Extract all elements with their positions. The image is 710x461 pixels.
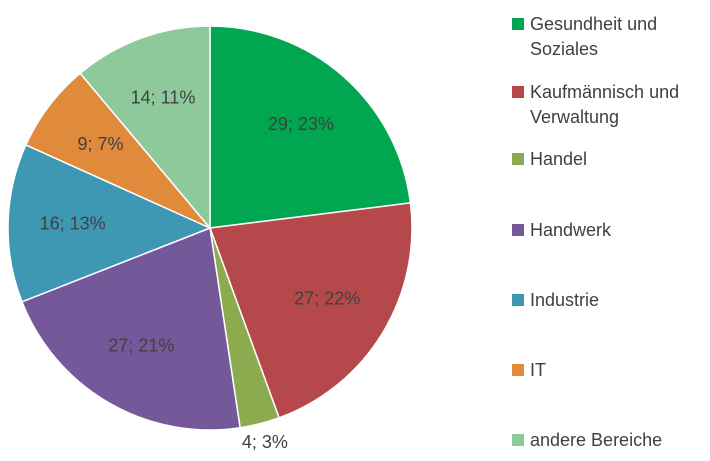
legend-swatch: [512, 434, 524, 446]
pie-slice: [20, 226, 241, 431]
data-label: 27; 21%: [108, 336, 174, 356]
legend-swatch: [512, 294, 524, 306]
legend-item: Gesundheit und Soziales: [512, 12, 708, 62]
legend-label: Handwerk: [530, 220, 612, 240]
legend-label: IT: [530, 360, 546, 380]
data-label: 14; 11%: [131, 88, 196, 108]
legend-item: IT: [512, 358, 708, 383]
legend-label: Industrie: [530, 290, 600, 310]
legend-item: Kaufmännisch und Verwaltung: [512, 80, 708, 130]
legend-item: Industrie: [512, 288, 708, 313]
legend-item: Handel: [512, 147, 708, 172]
legend-label: andere Bereiche: [530, 430, 663, 450]
pie-slice: [79, 25, 211, 231]
pie-slice: [209, 25, 412, 229]
pie-slice: [7, 143, 212, 303]
legend-swatch: [512, 364, 524, 376]
legend-item: Handwerk: [512, 218, 708, 243]
pie-slice: [208, 202, 413, 419]
data-label: 27; 22%: [294, 288, 360, 308]
legend-swatch: [512, 18, 524, 30]
data-label: 9; 7%: [77, 134, 123, 154]
legend-label: Handel: [530, 149, 588, 169]
data-label: 16; 13%: [40, 213, 106, 233]
data-label: 4; 3%: [242, 432, 288, 452]
legend-label: Kaufmännisch und Verwaltung: [530, 82, 680, 127]
legend-swatch: [512, 224, 524, 236]
legend-swatch: [512, 86, 524, 98]
legend-item: andere Bereiche: [512, 428, 708, 453]
legend-swatch: [512, 153, 524, 165]
legend-label: Gesundheit und Soziales: [530, 14, 658, 59]
data-label: 29; 23%: [268, 114, 334, 134]
